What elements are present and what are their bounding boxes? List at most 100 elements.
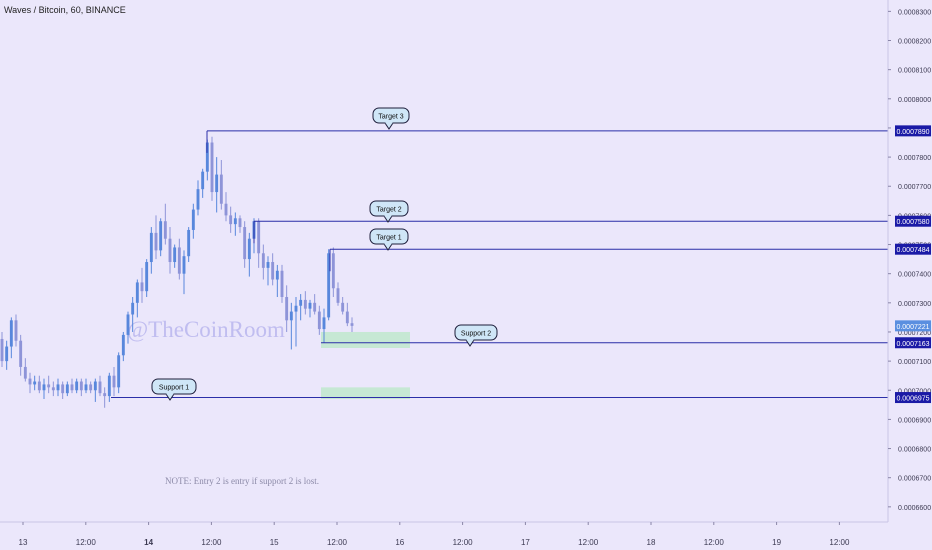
candle-body	[28, 378, 32, 385]
candle-body	[210, 142, 214, 193]
candle-body	[19, 340, 23, 367]
callout-pointer	[384, 122, 394, 130]
candle-body	[350, 323, 354, 326]
callout-joint	[385, 121, 393, 124]
candle-body	[196, 189, 200, 210]
callout-box[interactable]	[454, 324, 498, 341]
candle-body	[299, 299, 303, 306]
candle-body	[89, 384, 93, 391]
level-price-label: 0.0007163	[896, 341, 929, 348]
last-price-label: 0.0007221	[896, 324, 929, 331]
candle-body	[145, 262, 149, 292]
candle-body	[37, 381, 41, 391]
y-tick-label: 0.0008200	[898, 39, 931, 46]
y-tick-label: 0.0007000	[898, 388, 931, 395]
candle-body	[247, 238, 251, 260]
candle-body	[289, 311, 293, 321]
callout-label: Target 2	[376, 207, 401, 214]
callout-label: Target 3	[378, 114, 403, 121]
candle-body	[257, 221, 261, 254]
candle-body	[294, 305, 298, 312]
y-tick-label: 0.0006900	[898, 417, 931, 424]
candle-body	[98, 381, 102, 394]
level-price-label: 0.0006975	[896, 396, 929, 403]
candle-body	[205, 142, 209, 172]
candle-body	[135, 282, 139, 303]
candle-body	[215, 174, 219, 193]
candle-body	[149, 232, 153, 263]
x-tick-label: 12:00	[829, 538, 850, 547]
candle-body	[84, 384, 88, 391]
candle-body	[308, 302, 312, 309]
candle-body	[65, 384, 69, 394]
candle-body	[103, 393, 107, 397]
x-tick-label: 19	[772, 538, 781, 547]
candle-body	[201, 171, 205, 190]
callout-joint	[166, 392, 174, 395]
level-price-tag	[895, 215, 931, 227]
candle-body	[275, 270, 279, 280]
candle-body	[70, 384, 74, 391]
candle-body	[33, 381, 37, 385]
level-price-label: 0.0007580	[896, 219, 929, 226]
y-tick-label: 0.0007400	[898, 272, 931, 279]
candle-body	[23, 366, 27, 379]
callout-box[interactable]	[151, 378, 197, 395]
candle-body	[229, 215, 233, 225]
y-tick-label: 0.0007100	[898, 359, 931, 366]
callout-label: Support 1	[159, 385, 189, 392]
candle-body	[341, 302, 345, 312]
candle-body	[224, 203, 228, 216]
candle-body	[238, 218, 242, 228]
level-price-label: 0.0007484	[896, 247, 929, 254]
candle-body	[266, 262, 270, 268]
y-tick-label: 0.0008100	[898, 68, 931, 75]
x-tick-label: 12:00	[453, 538, 474, 547]
zone-rect	[321, 387, 410, 400]
candle-body	[126, 314, 130, 335]
x-tick-label: 18	[647, 538, 656, 547]
zone-rect	[321, 331, 410, 348]
level-price-tag	[895, 125, 931, 137]
candle-body	[79, 381, 83, 391]
candle-body	[0, 338, 4, 362]
candle-body	[9, 320, 13, 347]
x-tick-label: 15	[270, 538, 279, 547]
candle-body	[75, 381, 79, 391]
candle-body	[182, 256, 186, 274]
x-tick-label: 16	[395, 538, 404, 547]
x-tick-label: 17	[521, 538, 530, 547]
candle-body	[93, 381, 97, 391]
last-price-tag	[895, 320, 931, 332]
x-tick-label: 12:00	[578, 538, 599, 547]
candle-body	[280, 270, 284, 297]
x-tick-label: 12:00	[76, 538, 97, 547]
candle-body	[336, 288, 340, 303]
candle-body	[163, 221, 167, 239]
candle-body	[117, 355, 121, 388]
candle-body	[121, 334, 125, 356]
watermark-text: @TheCoinRoom	[127, 317, 285, 342]
level-price-tag	[895, 392, 931, 404]
candle-body	[159, 221, 163, 251]
candle-body	[168, 238, 172, 263]
candle-body	[327, 253, 331, 318]
y-tick-label: 0.0006600	[898, 505, 931, 512]
candle-body	[285, 296, 289, 321]
callout-label: Support 2	[461, 331, 491, 338]
callout-joint	[466, 338, 474, 341]
y-tick-label: 0.0007300	[898, 301, 931, 308]
candle-body	[345, 311, 349, 324]
candle-body	[303, 299, 307, 309]
x-tick-label: 12:00	[201, 538, 222, 547]
x-tick-label: 12:00	[704, 538, 725, 547]
callout-pointer	[165, 393, 175, 401]
callout-pointer	[383, 243, 393, 251]
x-tick-label: 14	[144, 538, 153, 547]
candle-body	[140, 282, 144, 292]
candle-body	[177, 247, 181, 274]
candle-body	[154, 232, 158, 251]
candle-body	[322, 317, 326, 330]
candle-body	[61, 384, 65, 394]
